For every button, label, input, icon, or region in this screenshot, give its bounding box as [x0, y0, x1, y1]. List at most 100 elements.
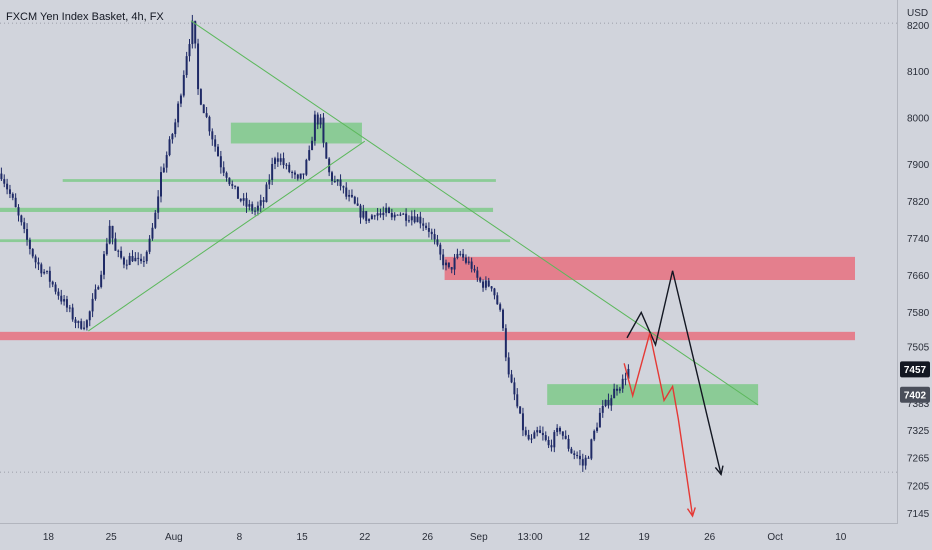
candle-body — [579, 456, 581, 459]
candle-body — [394, 215, 396, 218]
candle-body — [297, 175, 299, 179]
candle-body — [263, 200, 265, 202]
candle-body — [140, 259, 142, 261]
candle-body — [37, 262, 39, 264]
candle-body — [186, 56, 188, 75]
candle-body — [112, 226, 114, 239]
candle-body — [46, 271, 48, 272]
candle-body — [189, 44, 191, 56]
candle-body — [465, 258, 467, 263]
candle-body — [40, 264, 42, 273]
candle-body — [203, 105, 205, 113]
currency-label: USD — [907, 8, 928, 19]
candle-body — [553, 432, 555, 447]
candle-body — [103, 254, 105, 275]
candle-body — [283, 158, 285, 165]
candle-body — [63, 299, 65, 301]
candle-body — [539, 430, 541, 433]
candle-body — [425, 226, 427, 228]
candle-body — [434, 234, 436, 239]
candle-body — [208, 117, 210, 131]
candle-body — [485, 280, 487, 287]
candle-body — [322, 118, 324, 143]
candle-body — [590, 439, 592, 458]
candle-body — [414, 216, 416, 222]
candle-body — [191, 21, 193, 44]
candle-body — [226, 173, 228, 178]
candle-body — [20, 215, 22, 222]
candle-body — [9, 189, 11, 194]
candle-body — [231, 184, 233, 186]
candle-body — [83, 328, 85, 329]
candle-body — [200, 89, 202, 105]
candle-body — [482, 282, 484, 288]
candle-body — [320, 118, 322, 125]
candle-body — [157, 196, 159, 212]
candle-body — [531, 439, 533, 440]
candle-body — [285, 165, 287, 166]
candle-body — [402, 214, 404, 215]
candle-body — [360, 206, 362, 218]
candle-body — [342, 186, 344, 187]
candle-body — [151, 228, 153, 239]
candle-body — [120, 251, 122, 258]
candle-body — [325, 143, 327, 159]
candle-body — [303, 174, 305, 175]
candle-body — [92, 299, 94, 311]
candle-body — [428, 228, 430, 232]
candle-body — [488, 280, 490, 286]
candle-body — [260, 200, 262, 206]
candle-body — [496, 295, 498, 304]
candle-body — [288, 165, 290, 172]
candle-body — [77, 321, 79, 323]
candle-body — [29, 240, 31, 249]
candle-body — [508, 357, 510, 374]
candle-body — [274, 158, 276, 164]
candle-body — [502, 310, 504, 328]
candle-body — [471, 262, 473, 269]
candle-body — [562, 431, 564, 435]
y-tick-label: 7820 — [907, 197, 930, 208]
candle-body — [146, 252, 148, 261]
candle-body — [573, 453, 575, 455]
x-tick-label: Aug — [165, 532, 183, 543]
candle-body — [317, 115, 319, 125]
x-tick-label: 18 — [43, 532, 55, 543]
candle-body — [160, 172, 162, 196]
candle-body — [52, 282, 54, 285]
candle-body — [476, 271, 478, 278]
candle-body — [243, 198, 245, 201]
candle-body — [220, 156, 222, 167]
candle-body — [109, 226, 111, 244]
candle-body — [397, 215, 399, 216]
candle-body — [280, 158, 282, 162]
candle-body — [294, 173, 296, 175]
candle-body — [89, 311, 91, 320]
red-zone-5 — [0, 332, 855, 340]
candle-body — [419, 217, 421, 224]
candle-body — [474, 269, 476, 271]
candle-body — [169, 139, 171, 155]
y-tick-label: 7325 — [907, 426, 930, 437]
candle-body — [237, 187, 239, 199]
x-tick-label: 22 — [359, 532, 371, 543]
candle-body — [493, 288, 495, 295]
candle-body — [459, 254, 461, 255]
candle-body — [72, 308, 74, 320]
candle-body — [519, 406, 521, 413]
candle-body — [456, 254, 458, 258]
candle-body — [388, 208, 390, 213]
green-zone-1 — [63, 179, 496, 182]
candle-body — [246, 198, 248, 206]
candle-body — [556, 428, 558, 432]
candle-body — [408, 220, 410, 221]
x-tick-label: 19 — [639, 532, 651, 543]
candle-body — [126, 265, 128, 266]
candle-body — [314, 115, 316, 141]
candle-body — [525, 430, 527, 435]
candle-body — [12, 194, 14, 198]
y-tick-label: 7265 — [907, 454, 930, 465]
candle-body — [516, 394, 518, 406]
candle-body — [197, 44, 199, 90]
